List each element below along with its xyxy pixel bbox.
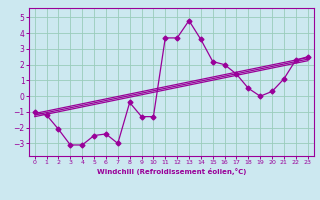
X-axis label: Windchill (Refroidissement éolien,°C): Windchill (Refroidissement éolien,°C) <box>97 168 246 175</box>
